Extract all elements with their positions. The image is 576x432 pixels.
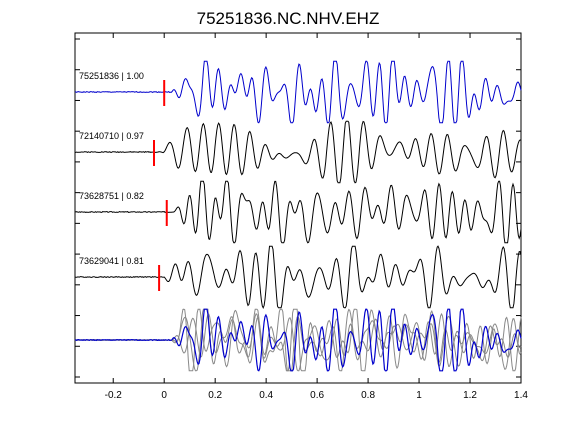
trace-label: 72140710 | 0.97	[79, 131, 144, 141]
trace-label: 73628751 | 0.82	[79, 191, 144, 201]
x-tick-label: 0.4	[259, 390, 273, 401]
x-axis: -0.2 0 0.2 0.4 0.6 0.8 1 1.2 1.4	[105, 33, 528, 401]
trace-line	[74, 60, 522, 124]
x-tick-label: 0	[161, 390, 167, 401]
trace-label: 75251836 | 1.00	[79, 71, 144, 81]
trace-line	[74, 245, 522, 310]
overlay-reference-trace	[74, 308, 522, 372]
x-tick-label: 0.6	[310, 390, 324, 401]
x-tick-label: 1.2	[463, 390, 477, 401]
trace-line	[74, 120, 522, 184]
x-tick-label: 1	[416, 390, 422, 401]
plot-frame	[74, 32, 522, 384]
x-tick-label: -0.2	[105, 390, 123, 401]
trace-label: 73629041 | 0.81	[79, 256, 144, 266]
x-tick-label: 1.4	[514, 390, 528, 401]
chart-title: 75251836.NC.NHV.EHZ	[197, 9, 380, 28]
x-tick-label: 0.8	[361, 390, 375, 401]
x-tick-label: 0.2	[208, 390, 222, 401]
waveform-traces: 75251836 | 1.00 72140710 | 0.97 73628751 |…	[74, 60, 522, 372]
trace-line	[74, 180, 522, 244]
